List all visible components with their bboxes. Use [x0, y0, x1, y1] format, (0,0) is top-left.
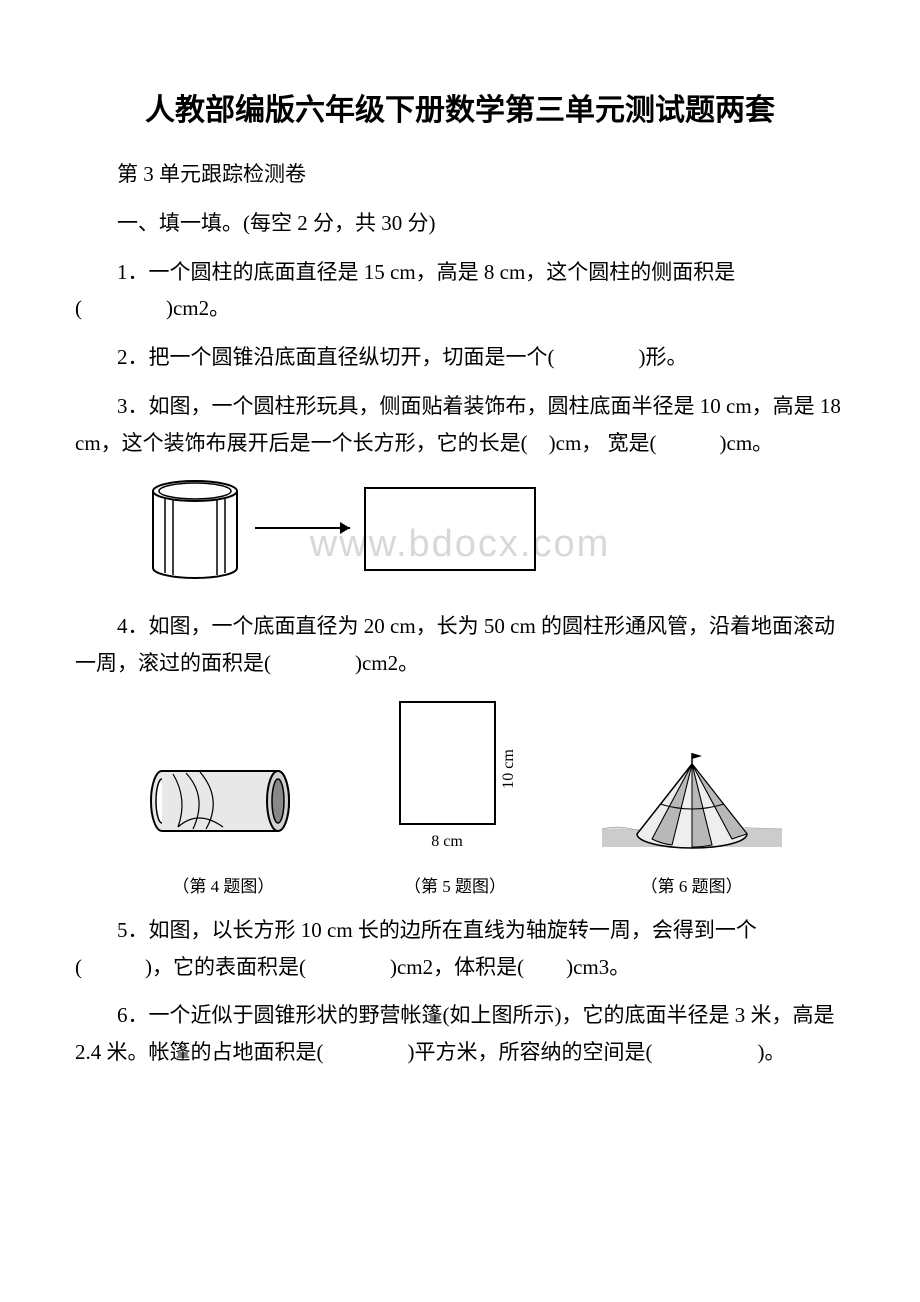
figure-row-456: （第 4 题图） 10 cm 8 cm （第 5 题图） [75, 694, 845, 897]
figure-6-caption: （第 6 题图） [602, 872, 782, 897]
section-header: 一、填一填。(每空 2 分，共 30 分) [75, 205, 845, 242]
question-4: 4．如图，一个底面直径为 20 cm，长为 50 cm 的圆柱形通风管，沿着地面… [75, 608, 845, 682]
cylinder-unfold-diagram [135, 473, 555, 593]
dim-10cm-label: 10 cm [500, 748, 517, 788]
figure-5: 10 cm 8 cm （第 5 题图） [375, 694, 535, 897]
figure-5-caption: （第 5 题图） [375, 872, 535, 897]
cone-tent-diagram [602, 729, 782, 859]
subtitle: 第 3 单元跟踪检测卷 [75, 156, 845, 193]
question-3: 3．如图，一个圆柱形玩具，侧面贴着装饰布，圆柱底面半径是 10 cm，高是 18… [75, 388, 845, 462]
question-6: 6．一个近似于圆锥形状的野营帐篷(如上图所示)，它的底面半径是 3 米，高是 2… [75, 997, 845, 1071]
figure-q3: www.bdocx.com [75, 473, 845, 593]
pipe-diagram [138, 729, 308, 859]
question-5: 5．如图，以长方形 10 cm 长的边所在直线为轴旋转一周，会得到一个( )，它… [75, 912, 845, 986]
figure-4: （第 4 题图） [138, 729, 308, 897]
dim-8cm-label: 8 cm [431, 833, 463, 850]
rectangle-diagram: 10 cm 8 cm [375, 694, 535, 859]
page-content: 人教部编版六年级下册数学第三单元测试题两套 第 3 单元跟踪检测卷 一、填一填。… [75, 90, 845, 1071]
question-2: 2．把一个圆锥沿底面直径纵切开，切面是一个( )形。 [75, 339, 845, 376]
question-1: 1．一个圆柱的底面直径是 15 cm，高是 8 cm，这个圆柱的侧面积是( )c… [75, 254, 845, 328]
document-title: 人教部编版六年级下册数学第三单元测试题两套 [75, 90, 845, 132]
figure-4-caption: （第 4 题图） [138, 872, 308, 897]
figure-6: （第 6 题图） [602, 729, 782, 897]
